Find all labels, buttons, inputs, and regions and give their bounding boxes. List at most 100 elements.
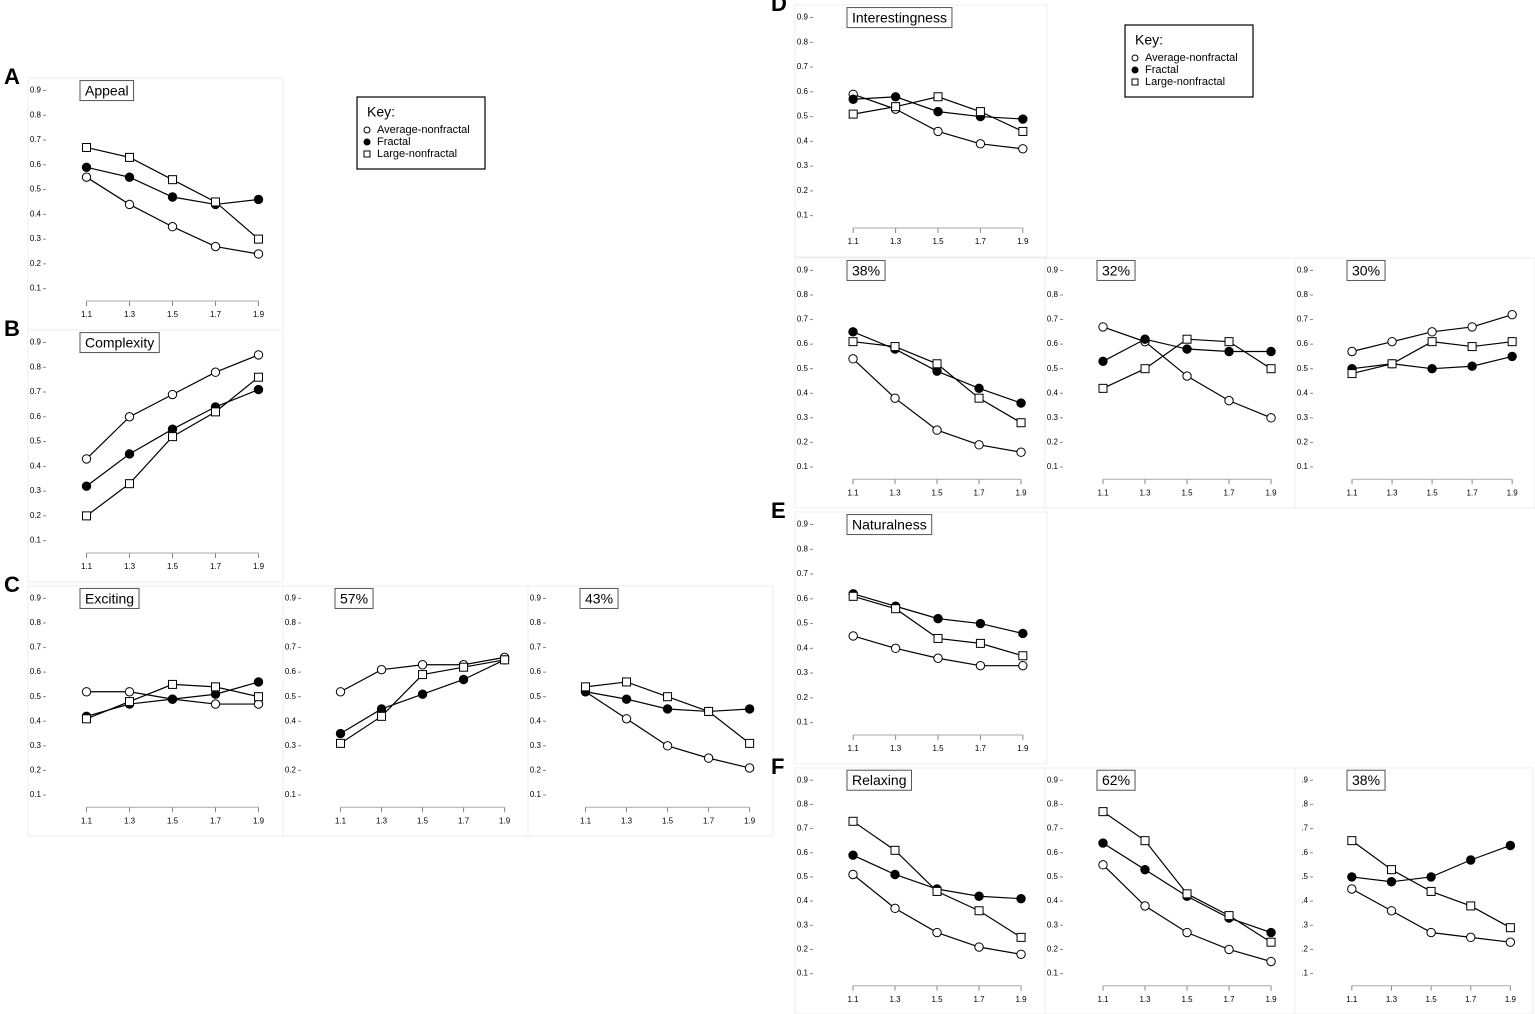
marker bbox=[1386, 877, 1397, 887]
x-tick-label: 1.1 bbox=[848, 237, 860, 246]
x-tick-label: 1.9 bbox=[1505, 995, 1517, 1004]
y-tick-label: 0.7 bbox=[1047, 824, 1059, 833]
marker bbox=[210, 367, 221, 377]
marker bbox=[253, 677, 264, 687]
y-tick-label: 0.4 bbox=[30, 716, 42, 725]
x-tick-label: 1.3 bbox=[1139, 488, 1151, 497]
y-tick-label: 0.2 bbox=[30, 259, 42, 268]
y-tick-label: 0.6 bbox=[285, 667, 297, 676]
marker bbox=[848, 631, 858, 641]
y-tick-label: 0.3 bbox=[797, 413, 809, 422]
x-tick-label: 1.7 bbox=[458, 816, 470, 825]
y-tick-label: 0.7 bbox=[1047, 315, 1059, 324]
x-tick-label: 1.3 bbox=[1386, 488, 1398, 497]
marker bbox=[975, 107, 985, 117]
marker bbox=[1386, 865, 1396, 875]
legend-marker bbox=[1131, 54, 1139, 62]
marker bbox=[1224, 337, 1234, 347]
y-tick-label: 0.9 bbox=[285, 594, 297, 603]
marker bbox=[81, 454, 92, 464]
x-tick-label: 1.1 bbox=[81, 310, 93, 319]
y-tick-label: 0.8 bbox=[530, 618, 542, 627]
marker bbox=[254, 234, 263, 244]
legend-label: Average-nonfractal bbox=[1145, 52, 1238, 64]
marker bbox=[975, 139, 986, 149]
panel-title: Relaxing bbox=[852, 772, 906, 788]
panel-frame bbox=[27, 77, 284, 331]
marker bbox=[1426, 886, 1436, 896]
marker bbox=[848, 337, 858, 347]
marker bbox=[1016, 932, 1026, 942]
x-tick-label: 1.1 bbox=[1097, 995, 1109, 1004]
marker bbox=[974, 383, 984, 394]
marker bbox=[1467, 342, 1477, 352]
marker bbox=[125, 697, 134, 707]
marker bbox=[1347, 884, 1357, 894]
marker bbox=[210, 241, 221, 252]
panel-frame bbox=[794, 4, 1048, 258]
y-tick-label: 0.6 bbox=[797, 87, 809, 96]
y-tick-label: 0.1 bbox=[797, 462, 809, 471]
y-tick-label: 0.7 bbox=[797, 62, 809, 71]
y-tick-label: 0.7 bbox=[530, 643, 542, 652]
y-tick-label: 0.5 bbox=[1297, 364, 1309, 373]
marker bbox=[848, 354, 858, 364]
panel-title: Interestingness bbox=[852, 10, 947, 26]
y-tick-label: 0.9 bbox=[1297, 266, 1309, 275]
marker bbox=[1182, 334, 1192, 344]
x-tick-label: 1.1 bbox=[847, 488, 859, 497]
marker bbox=[417, 660, 428, 670]
y-tick-label: 0.2 bbox=[797, 186, 809, 195]
marker bbox=[418, 670, 428, 680]
y-tick-label: 0.2 bbox=[1297, 438, 1309, 447]
marker bbox=[1016, 447, 1026, 457]
legend-marker bbox=[1131, 78, 1139, 86]
y-tick-label: 0.6 bbox=[1297, 339, 1309, 348]
y-tick-label: 0.6 bbox=[30, 412, 42, 421]
panel-letter: C bbox=[4, 572, 20, 597]
marker bbox=[500, 655, 510, 665]
marker bbox=[168, 175, 177, 185]
y-tick-label: 0.1 bbox=[797, 969, 809, 978]
series-line bbox=[1102, 864, 1272, 963]
marker bbox=[1182, 371, 1192, 381]
marker bbox=[168, 679, 177, 689]
marker bbox=[1266, 413, 1276, 423]
marker bbox=[1016, 418, 1026, 428]
marker bbox=[211, 197, 220, 207]
marker bbox=[1098, 807, 1108, 817]
marker bbox=[890, 342, 900, 352]
y-tick-label: 0.5 bbox=[797, 872, 809, 881]
marker bbox=[1466, 932, 1476, 943]
y-tick-label: 0.4 bbox=[285, 716, 297, 725]
legend-marker bbox=[363, 150, 371, 158]
marker bbox=[1098, 383, 1108, 393]
panel-frame bbox=[1294, 257, 1535, 509]
marker bbox=[974, 440, 984, 450]
marker bbox=[890, 845, 900, 855]
legend-marker bbox=[363, 126, 371, 134]
marker bbox=[662, 741, 673, 751]
marker bbox=[932, 425, 942, 435]
marker bbox=[82, 714, 91, 724]
x-tick-label: 1.9 bbox=[1015, 995, 1027, 1004]
marker bbox=[1426, 927, 1436, 938]
y-tick-label: 0.3 bbox=[285, 741, 297, 750]
y-tick-label: 0.5 bbox=[30, 185, 42, 194]
marker bbox=[253, 384, 264, 395]
marker bbox=[1505, 937, 1516, 947]
title-box bbox=[79, 80, 135, 102]
x-tick-label: 1.5 bbox=[932, 744, 944, 753]
title-box bbox=[1096, 259, 1136, 281]
x-tick-label: 1.5 bbox=[931, 995, 943, 1004]
y-tick-label: 0.5 bbox=[285, 692, 297, 701]
panel-frame bbox=[1044, 767, 1296, 1014]
marker bbox=[1387, 336, 1397, 347]
panel-frame bbox=[794, 767, 1046, 1014]
y-tick-label: 0.3 bbox=[530, 741, 542, 750]
y-tick-label: 0.2 bbox=[530, 766, 542, 775]
y-tick-label: 0.7 bbox=[797, 824, 809, 833]
title-box bbox=[846, 514, 933, 536]
marker bbox=[1467, 361, 1477, 371]
marker bbox=[848, 94, 858, 104]
